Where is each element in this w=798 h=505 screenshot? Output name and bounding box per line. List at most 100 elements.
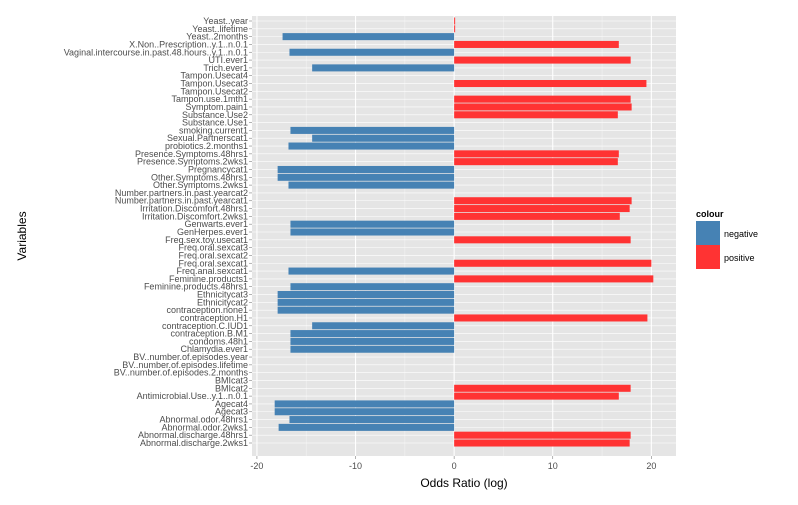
x-tick-label: -20 xyxy=(250,461,263,471)
y-tick-label: BV..number.of.episodes.lifetime xyxy=(122,360,248,370)
legend-key-negative[interactable] xyxy=(696,221,720,245)
bar-negative-37 xyxy=(277,306,455,314)
y-tick-label: GenHerpes.ever1 xyxy=(177,227,248,237)
bar-positive-11 xyxy=(454,103,632,111)
y-tick-label: contraception.none1 xyxy=(166,305,248,315)
y-tick-label: Other.Symptoms.48hrs1 xyxy=(151,172,248,182)
bar-positive-12 xyxy=(454,111,618,119)
bar-positive-38 xyxy=(454,314,648,322)
x-axis-ticks: -20 -10 0 10 20 xyxy=(250,456,656,471)
y-tick-label: Abnormal.odor.2wks1 xyxy=(161,422,248,432)
y-tick-label: Pregnancycat1 xyxy=(188,164,248,174)
y-tick-label: Ethnicitycat3 xyxy=(197,290,248,300)
y-tick-label: BV..number.of.episodes.2.months xyxy=(114,368,249,378)
bar-positive-48 xyxy=(454,392,619,400)
y-tick-label: Tampon.Usecat4 xyxy=(180,71,248,81)
y-axis-title: Variables xyxy=(15,211,29,260)
legend-label-positive: positive xyxy=(724,253,755,263)
y-tick-label: Number.partners.in.past.yearcat2 xyxy=(115,188,248,198)
bar-negative-4 xyxy=(289,48,455,56)
y-tick-label: Yeast..lifetime xyxy=(192,24,248,34)
y-tick-label: Number.partners.in.past.yearcat1 xyxy=(115,196,248,206)
y-tick-label: Chlamydia.ever1 xyxy=(180,344,248,354)
bar-positive-17 xyxy=(454,150,619,158)
bar-positive-0 xyxy=(454,17,456,25)
bar-negative-14 xyxy=(290,126,455,134)
y-tick-label: Feminine.products.48hrs1 xyxy=(144,282,248,292)
bar-negative-34 xyxy=(290,283,455,291)
y-tick-label: Abnormal.odor.48hrs1 xyxy=(159,415,248,425)
plot-panel xyxy=(252,16,676,456)
bar-negative-20 xyxy=(277,173,455,181)
y-tick-label: probiotics.2.months1 xyxy=(165,141,248,151)
bar-negative-52 xyxy=(278,423,455,431)
y-tick-label: Presence.Symptoms.48hrs1 xyxy=(135,149,248,159)
bar-negative-35 xyxy=(277,291,455,299)
bar-negative-26 xyxy=(290,220,455,228)
bar-negative-6 xyxy=(312,64,455,72)
x-axis-title: Odds Ratio (log) xyxy=(420,476,507,490)
y-tick-label: Irritation.Discomfort.48hrs1 xyxy=(140,204,248,214)
y-tick-label: Abnormal.discharge.48hrs1 xyxy=(138,430,248,440)
y-tick-label: Sexual.Partnerscat1 xyxy=(167,133,248,143)
bar-positive-18 xyxy=(454,158,618,166)
bar-negative-50 xyxy=(274,408,455,416)
y-tick-label: Freq.oral.sexcat1 xyxy=(178,258,248,268)
legend-key-positive[interactable] xyxy=(696,245,720,269)
y-tick-label: Agecat3 xyxy=(215,407,248,417)
y-tick-label: condoms.48h1 xyxy=(189,336,248,346)
x-tick-label: 20 xyxy=(646,461,656,471)
bar-positive-47 xyxy=(454,384,631,392)
bar-positive-23 xyxy=(454,197,632,205)
y-axis-ticks: Yeast..yearYeast..lifetimeYeast..2months… xyxy=(64,16,252,448)
y-tick-label: Other.Symptoms.2wks1 xyxy=(153,180,248,190)
y-tick-label: Freq.oral.sexcat3 xyxy=(178,243,248,253)
bar-positive-28 xyxy=(454,236,631,244)
y-tick-label: Substance.Use2 xyxy=(182,110,248,120)
y-tick-label: BV..number.of.episodes.year xyxy=(133,352,248,362)
y-tick-label: Freq.sex.toy.usecat1 xyxy=(165,235,248,245)
y-tick-label: Abnormal.discharge.2wks1 xyxy=(140,438,248,448)
bar-negative-36 xyxy=(277,298,455,306)
legend: colour negative positive xyxy=(696,209,758,269)
y-tick-label: Freq.anal.sexcat1 xyxy=(176,266,248,276)
bar-negative-21 xyxy=(288,181,455,189)
x-tick-label: -10 xyxy=(349,461,362,471)
y-tick-label: X.Non..Prescription..y.1..n.0.1 xyxy=(129,39,248,49)
bar-positive-1 xyxy=(454,25,456,33)
bar-positive-54 xyxy=(454,439,630,447)
bar-negative-27 xyxy=(290,228,455,236)
bar-positive-31 xyxy=(454,259,652,267)
y-tick-label: Tampon.Usecat3 xyxy=(180,79,248,89)
y-tick-label: Ethnicitycat2 xyxy=(197,297,248,307)
y-tick-label: Agecat4 xyxy=(215,399,248,409)
y-tick-label: UTI.ever1 xyxy=(208,55,248,65)
bar-negative-16 xyxy=(288,142,455,150)
bar-negative-19 xyxy=(277,165,455,173)
bars-group xyxy=(274,17,654,447)
y-tick-label: Genwarts.ever1 xyxy=(184,219,248,229)
legend-label-negative: negative xyxy=(724,229,758,239)
y-tick-label: Yeast..2months xyxy=(186,32,248,42)
x-tick-label: 10 xyxy=(548,461,558,471)
y-tick-label: Trich.ever1 xyxy=(203,63,248,73)
y-tick-label: Symptom.pain1 xyxy=(185,102,248,112)
y-tick-label: Irritation.Discomfort.2wks1 xyxy=(142,211,248,221)
bar-negative-41 xyxy=(290,337,455,345)
y-tick-label: Tampon.use.1mth1 xyxy=(171,94,248,104)
bar-negative-51 xyxy=(289,416,455,424)
x-tick-label: 0 xyxy=(452,461,457,471)
y-tick-label: contraception.C.IUD1 xyxy=(162,321,248,331)
y-tick-label: Vaginal.intercourse.in.past.48.hours..y.… xyxy=(64,47,248,57)
bar-negative-2 xyxy=(282,33,455,41)
y-tick-label: Presence.Symptoms.2wks1 xyxy=(137,157,248,167)
y-tick-label: Antimicrobial.Use..y.1..n.0.1 xyxy=(137,391,248,401)
y-tick-label: BMIcat2 xyxy=(215,383,248,393)
bar-positive-5 xyxy=(454,56,631,64)
bar-positive-3 xyxy=(454,40,619,48)
bar-negative-40 xyxy=(290,330,455,338)
y-tick-label: Freq.oral.sexcat2 xyxy=(178,250,248,260)
bar-negative-15 xyxy=(312,134,455,142)
